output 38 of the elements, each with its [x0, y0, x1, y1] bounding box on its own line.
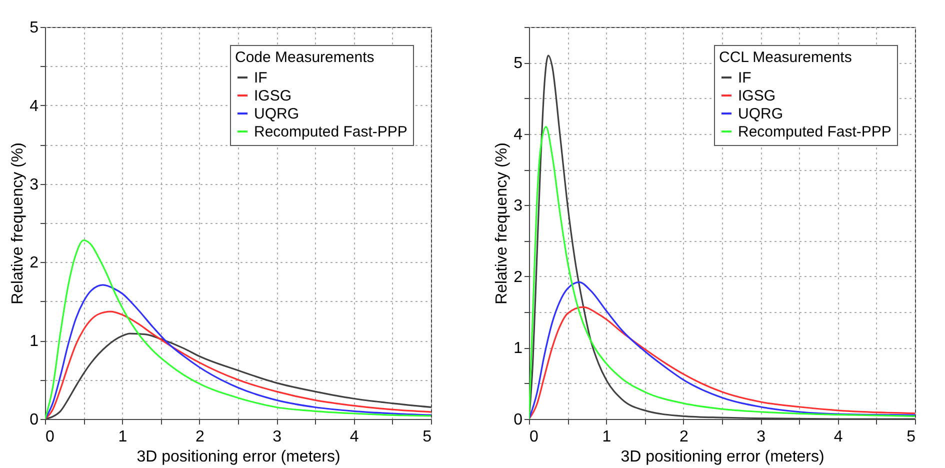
legend-label: IF [738, 70, 752, 86]
legend-label: IGSG [738, 88, 776, 104]
y-tick-label: 2 [514, 268, 523, 286]
y-tick-label: 1 [514, 340, 523, 358]
legend-label: IGSG [254, 88, 292, 104]
x-tick-label: 3 [272, 428, 282, 446]
legend-label: Recomputed Fast-PPP [254, 124, 408, 140]
y-tick-label: 5 [514, 55, 523, 72]
y-tick-label: 0 [30, 412, 39, 428]
legend-label: UQRG [254, 106, 299, 122]
y-tick-label: 4 [514, 126, 523, 144]
y-tick-label: 5 [30, 20, 39, 36]
y-tick-label: 2 [30, 254, 39, 272]
x-tick-label: 3 [756, 428, 766, 446]
legend-title: Code Measurements [235, 49, 374, 66]
x-tick-label: 2 [679, 428, 688, 446]
y-axis-title: Relative frequency (%) [10, 142, 27, 304]
x-tick-label: 5 [422, 428, 432, 446]
legend-title: CCL Measurements [719, 49, 852, 66]
x-tick-label: 0 [530, 428, 538, 446]
x-tick-label: 0 [46, 428, 54, 446]
y-tick-label: 3 [30, 176, 39, 194]
x-tick-label: 1 [602, 428, 612, 446]
x-axis-title: 3D positioning error (meters) [620, 448, 824, 466]
y-tick-label: 3 [514, 198, 523, 215]
legend-label: Recomputed Fast-PPP [738, 124, 892, 140]
x-tick-label: 2 [195, 428, 204, 446]
x-tick-label: 5 [906, 428, 916, 446]
y-axis-title: Relative frequency (%) [494, 142, 511, 304]
x-tick-label: 1 [118, 428, 128, 446]
legend-label: UQRG [738, 106, 783, 122]
x-tick-label: 4 [350, 428, 359, 446]
y-tick-label: 0 [514, 412, 523, 428]
x-axis-title: 3D positioning error (meters) [136, 448, 340, 466]
y-tick-label: 1 [30, 333, 39, 350]
legend-label: IF [254, 70, 268, 86]
x-tick-label: 4 [834, 428, 843, 446]
y-tick-label: 4 [30, 98, 39, 115]
